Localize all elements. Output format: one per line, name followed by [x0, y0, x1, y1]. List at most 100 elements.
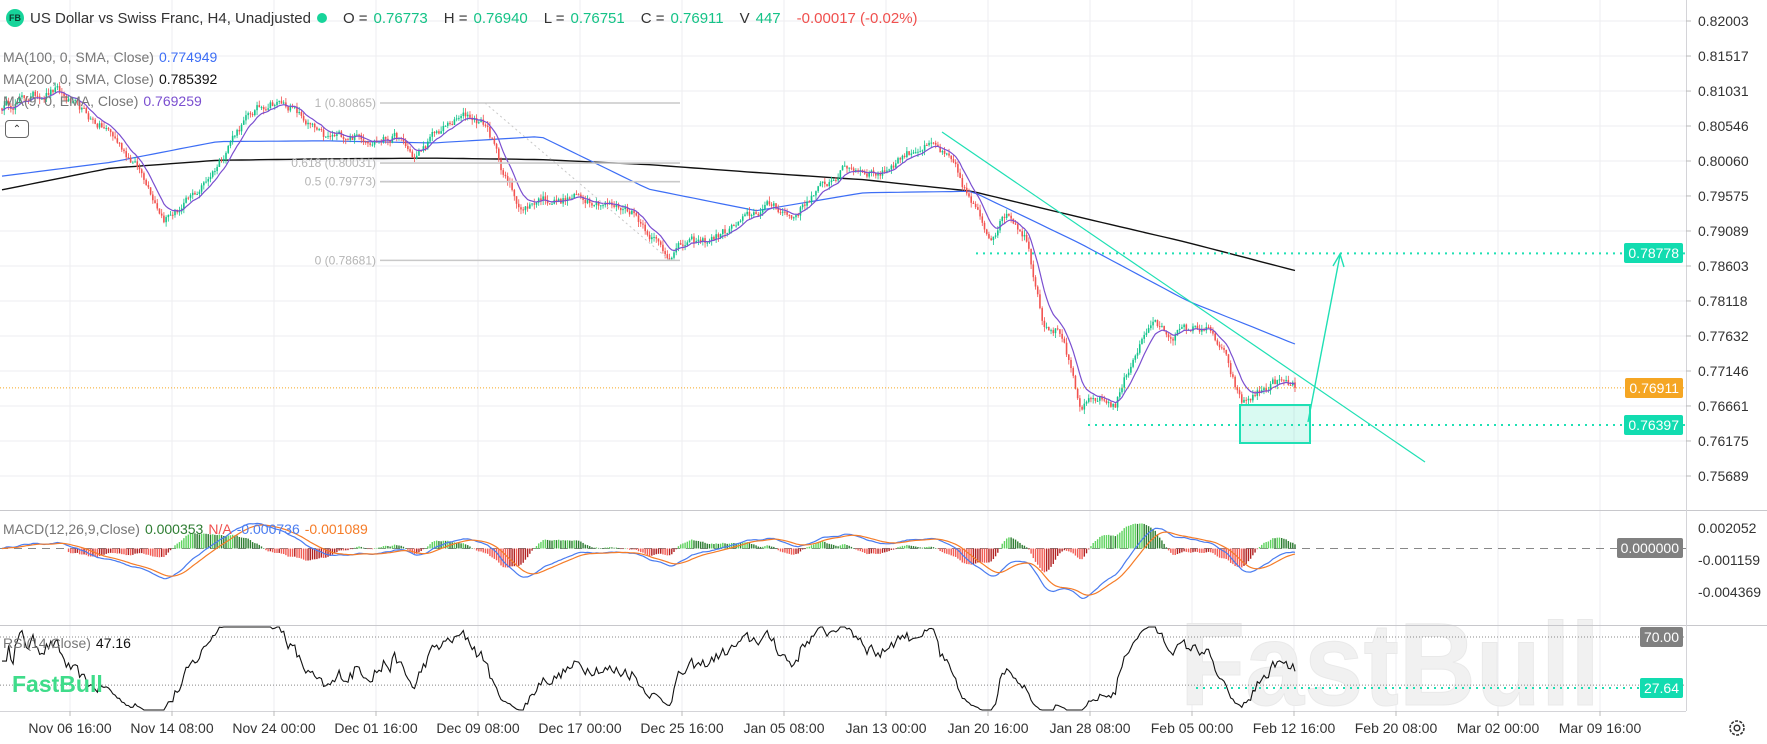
macd-histogram-bar [779, 548, 782, 552]
macd-histogram-bar [589, 546, 591, 549]
candle [726, 232, 729, 234]
candle [939, 146, 941, 153]
macd-histogram-bar [923, 547, 926, 549]
macd-histogram-bar [342, 548, 345, 551]
candle [1019, 229, 1021, 232]
candle [744, 214, 746, 217]
candle [309, 122, 312, 125]
fibonacci-retracement[interactable]: 1 (0.80865) 0.618 (0.80031) 0.5 (0.79773) 0… [291, 96, 680, 267]
rsi-marker-tag[interactable]: 27.64 [1639, 678, 1683, 698]
candle [325, 136, 327, 138]
macd-histogram-bar [597, 547, 600, 549]
macd-histogram-bar [1136, 523, 1139, 549]
level-tag-lower[interactable]: 0.76397 [1624, 415, 1683, 435]
macd-histogram-bar [582, 542, 584, 549]
macd-histogram-bar [169, 548, 172, 551]
legend-macd[interactable]: MACD(12,26,9,Close) 0.000353 N/A -0.000736-… [3, 521, 368, 537]
candle [382, 136, 385, 142]
macd-histogram-bar [835, 545, 837, 549]
candle [1283, 380, 1285, 382]
candle [464, 112, 467, 117]
candle [460, 115, 462, 119]
macd-histogram-bar [362, 547, 365, 549]
candle [1034, 277, 1037, 287]
macd-histogram-bar [1185, 548, 1188, 552]
legend-rsi[interactable]: RSI(14,Close) 47.16 [3, 635, 131, 651]
candle [994, 235, 997, 237]
candle [431, 132, 434, 137]
price-axis[interactable]: 0.82003 0.81517 0.81031 0.80546 0.80060 0.795… [1686, 13, 1761, 600]
macd-histogram-bar [883, 548, 886, 553]
legend-ma100[interactable]: MA(100, 0, SMA, Close) 0.774949 [3, 49, 217, 65]
legend-ma200[interactable]: MA(200, 0, SMA, Close) 0.785392 [3, 71, 217, 87]
macd-histogram-bar [593, 547, 595, 549]
candle [613, 205, 615, 207]
annotations[interactable] [0, 131, 1686, 463]
legend-ema9[interactable]: MA(9, 0, EMA, Close) 0.769259 [3, 93, 202, 109]
candle [1161, 325, 1163, 327]
candle [682, 244, 684, 246]
candle [76, 100, 79, 102]
macd-histogram-bar [1261, 544, 1263, 549]
macd-line-value: -0.000736 [236, 521, 300, 537]
candle [1005, 213, 1008, 218]
macd-histogram-bar [799, 548, 802, 552]
macd-histogram-bar [1150, 527, 1152, 549]
candle [850, 167, 853, 169]
macd-histogram-bar [209, 534, 212, 549]
settings-gear-icon[interactable] [1729, 720, 1745, 736]
macd-histogram-bar [1021, 544, 1023, 549]
candle [455, 118, 458, 120]
candle [458, 118, 460, 120]
macd-histogram-bar [708, 544, 711, 549]
candle [356, 134, 358, 136]
macd-histogram-bar [291, 548, 294, 557]
candle [832, 179, 835, 181]
candle [83, 107, 85, 109]
candle [868, 172, 870, 177]
candle [433, 132, 436, 134]
collapse-legend-button[interactable]: ⌃ [5, 120, 29, 138]
candle [921, 150, 924, 152]
macd-histogram-bar [972, 548, 975, 565]
candle [21, 95, 23, 98]
macd-histogram-bar [651, 548, 653, 556]
candle [1063, 338, 1066, 343]
candle [185, 197, 187, 203]
candle [298, 112, 300, 114]
candle [1212, 330, 1214, 334]
time-axis[interactable]: Nov 06 16:00 Nov 14 08:00 Nov 24 00:00 Dec … [28, 711, 1641, 736]
macd-histogram-bar [174, 545, 176, 549]
macd-histogram-bar [515, 548, 518, 567]
market-status-dot [316, 13, 327, 23]
candle [1185, 324, 1188, 330]
candle [1254, 394, 1256, 396]
macd-histogram-bar [289, 548, 292, 557]
macd-line [1, 522, 1296, 600]
macd-histogram-bar [384, 545, 387, 549]
macd-histogram-bar [382, 546, 385, 549]
macd-histogram-bar [309, 548, 311, 561]
macd-histogram-bar [214, 534, 216, 549]
level-tag-upper[interactable]: 0.78778 [1624, 243, 1683, 263]
candle [1274, 379, 1276, 385]
macd-histogram-bar [1050, 548, 1052, 567]
candle [1238, 390, 1241, 395]
candle [770, 204, 773, 206]
macd-histogram-bar [413, 548, 416, 554]
macd-histogram-bar [1041, 548, 1043, 571]
macd-histogram-bar [1121, 530, 1123, 549]
candle [171, 214, 174, 216]
macd-histogram-bar [211, 534, 214, 549]
macd-histogram-bar [986, 548, 988, 563]
candle [897, 158, 899, 164]
candle [123, 149, 125, 152]
price-tick-label: 0.78603 [1698, 258, 1749, 274]
candle [305, 120, 307, 125]
macd-histogram-bar [762, 546, 764, 549]
macd-histogram-bar [584, 544, 586, 549]
candle [5, 101, 8, 106]
candle [1285, 379, 1287, 382]
macd-histogram-bar [251, 542, 254, 549]
